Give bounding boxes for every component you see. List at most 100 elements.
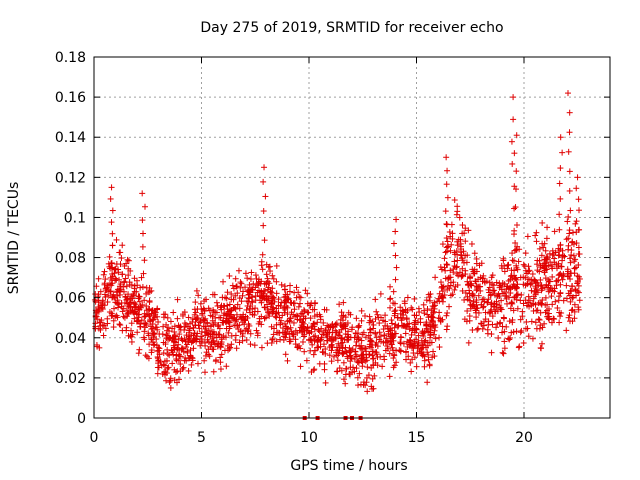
data-point (128, 333, 135, 340)
data-point (508, 329, 515, 336)
data-point (155, 318, 162, 325)
data-point (566, 109, 573, 116)
data-point (218, 339, 225, 346)
data-point (505, 277, 512, 284)
data-point (569, 238, 576, 245)
data-point (545, 282, 552, 289)
data-point (574, 272, 581, 279)
data-point (95, 303, 102, 310)
data-point (246, 305, 253, 312)
data-point (216, 331, 223, 338)
data-point (200, 317, 207, 324)
data-point (319, 348, 326, 355)
data-point (423, 297, 430, 304)
data-point (566, 227, 573, 234)
data-point (478, 320, 485, 327)
data-point (441, 264, 448, 271)
data-point (318, 325, 325, 332)
data-point (462, 238, 469, 245)
data-point (424, 305, 431, 312)
data-point (249, 286, 256, 293)
data-point (516, 246, 523, 253)
data-point (571, 258, 578, 265)
data-point (226, 325, 233, 332)
data-point (369, 385, 376, 392)
data-point (199, 310, 206, 317)
data-point (473, 255, 480, 262)
data-point (247, 330, 254, 337)
data-point (374, 362, 381, 369)
data-point (321, 366, 328, 373)
data-point (501, 315, 508, 322)
data-point (185, 336, 192, 343)
data-point (536, 268, 543, 275)
data-point (506, 294, 513, 301)
data-point (258, 262, 265, 269)
data-point (506, 336, 513, 343)
data-point (499, 349, 506, 356)
data-point (141, 257, 148, 264)
data-point (392, 307, 399, 314)
data-point (334, 357, 341, 364)
data-point (364, 388, 371, 395)
data-point (273, 338, 280, 345)
data-point (411, 329, 418, 336)
data-point (100, 271, 107, 278)
data-point (435, 295, 442, 302)
data-point (108, 312, 115, 319)
data-point (462, 252, 469, 259)
data-point (498, 297, 505, 304)
data-point (165, 364, 172, 371)
data-point (321, 360, 328, 367)
data-point (261, 280, 268, 287)
data-point (146, 297, 153, 304)
data-point (141, 203, 148, 210)
data-point (226, 272, 233, 279)
data-point (405, 353, 412, 360)
data-point (369, 352, 376, 359)
data-point (141, 328, 148, 335)
data-point (556, 211, 563, 218)
data-point (244, 328, 251, 335)
data-point (540, 244, 547, 251)
data-point (135, 317, 142, 324)
data-point (559, 276, 566, 283)
data-point (246, 281, 253, 288)
data-point (443, 312, 450, 319)
data-point (344, 355, 351, 362)
data-point (111, 305, 118, 312)
data-point (247, 302, 254, 309)
data-point (213, 299, 220, 306)
data-point (252, 272, 259, 279)
data-point (476, 262, 483, 269)
data-point (270, 294, 277, 301)
data-point (511, 275, 518, 282)
data-point (512, 204, 519, 211)
data-point (376, 336, 383, 343)
data-point (297, 363, 304, 370)
data-point (140, 230, 147, 237)
data-point (120, 288, 127, 295)
data-point (507, 273, 514, 280)
data-point (426, 297, 433, 304)
data-point (447, 247, 454, 254)
data-point (541, 260, 548, 267)
data-point (410, 350, 417, 357)
data-point (236, 321, 243, 328)
data-point (368, 383, 375, 390)
data-point (206, 307, 213, 314)
data-point (557, 134, 564, 141)
data-point (179, 312, 186, 319)
data-point (227, 344, 234, 351)
data-point (538, 301, 545, 308)
data-point (507, 305, 514, 312)
data-point (214, 340, 221, 347)
data-point (424, 342, 431, 349)
data-point (151, 341, 158, 348)
data-point (348, 347, 355, 354)
data-point (133, 288, 140, 295)
data-point (108, 260, 115, 267)
data-point (322, 379, 329, 386)
data-point (254, 289, 261, 296)
data-point (549, 273, 556, 280)
